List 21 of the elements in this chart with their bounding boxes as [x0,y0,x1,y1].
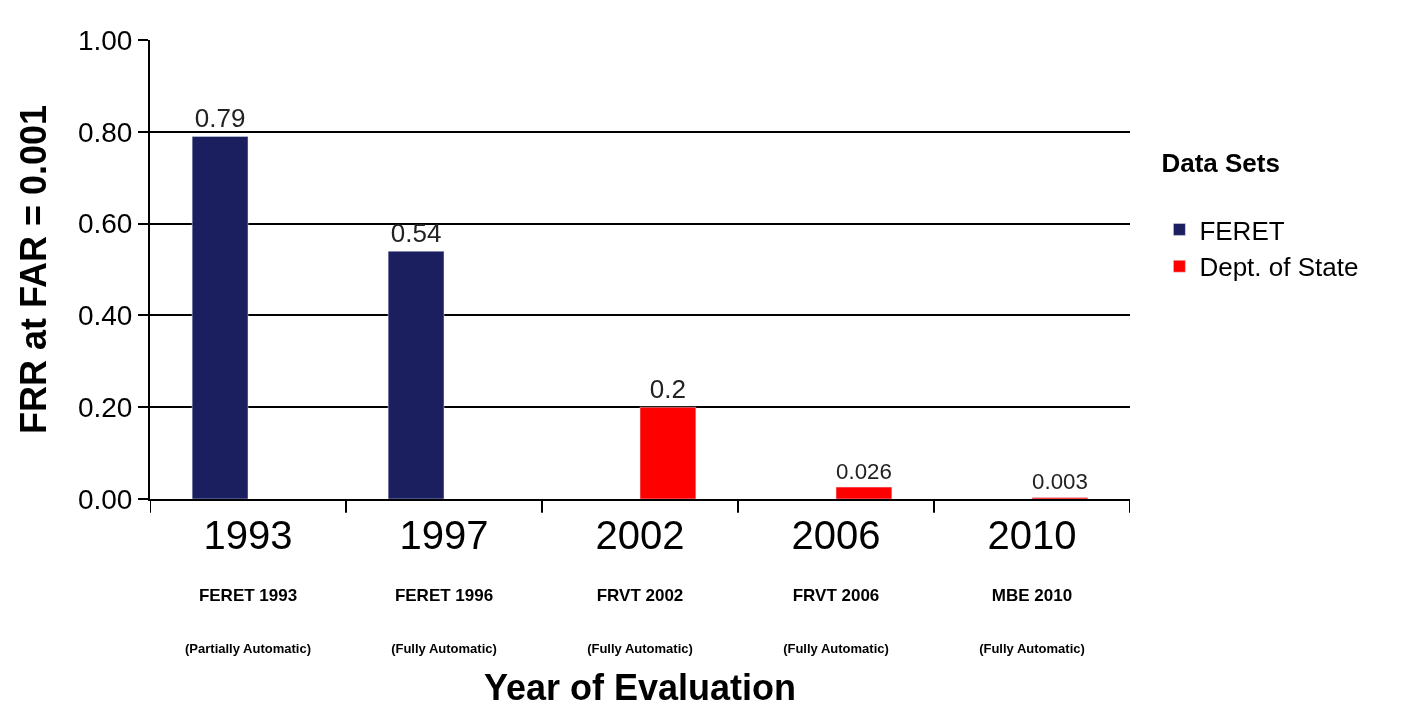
y-tick-label: 0.80 [77,116,133,148]
y-tick-label: 0.60 [77,208,133,240]
legend-title: Data Sets [1161,148,1280,179]
data-label: 0.54 [390,218,442,249]
y-tick-label: 0.40 [77,300,133,332]
legend-label: Dept. of State [1199,252,1359,283]
legend-label: FERET [1199,215,1285,246]
y-axis-title: FRR at FAR = 0.001 [13,104,55,435]
data-label: 0.79 [194,103,246,134]
x-axis-title: Year of Evaluation [483,667,797,709]
category-label: 2010 MBE 2010 (Fully Automatic) [979,513,1085,656]
y-tick-label: 0.00 [77,483,133,515]
data-label: 0.026 [836,458,892,484]
y-tick-label: 0.20 [77,392,133,423]
category-label: 1997 FERET 1996 (Fully Automatic) [391,513,497,656]
category-label: 2006 FRVT 2006 (Fully Automatic) [783,513,889,656]
category-label: 2002 FRVT 2002 (Fully Automatic) [587,513,693,656]
category-label: 1993 FERET 1993 (Partially Automatic) [185,513,311,656]
data-label: 0.003 [1032,469,1088,495]
y-tick-label: 1.00 [77,24,133,56]
data-label: 0.2 [649,374,687,405]
